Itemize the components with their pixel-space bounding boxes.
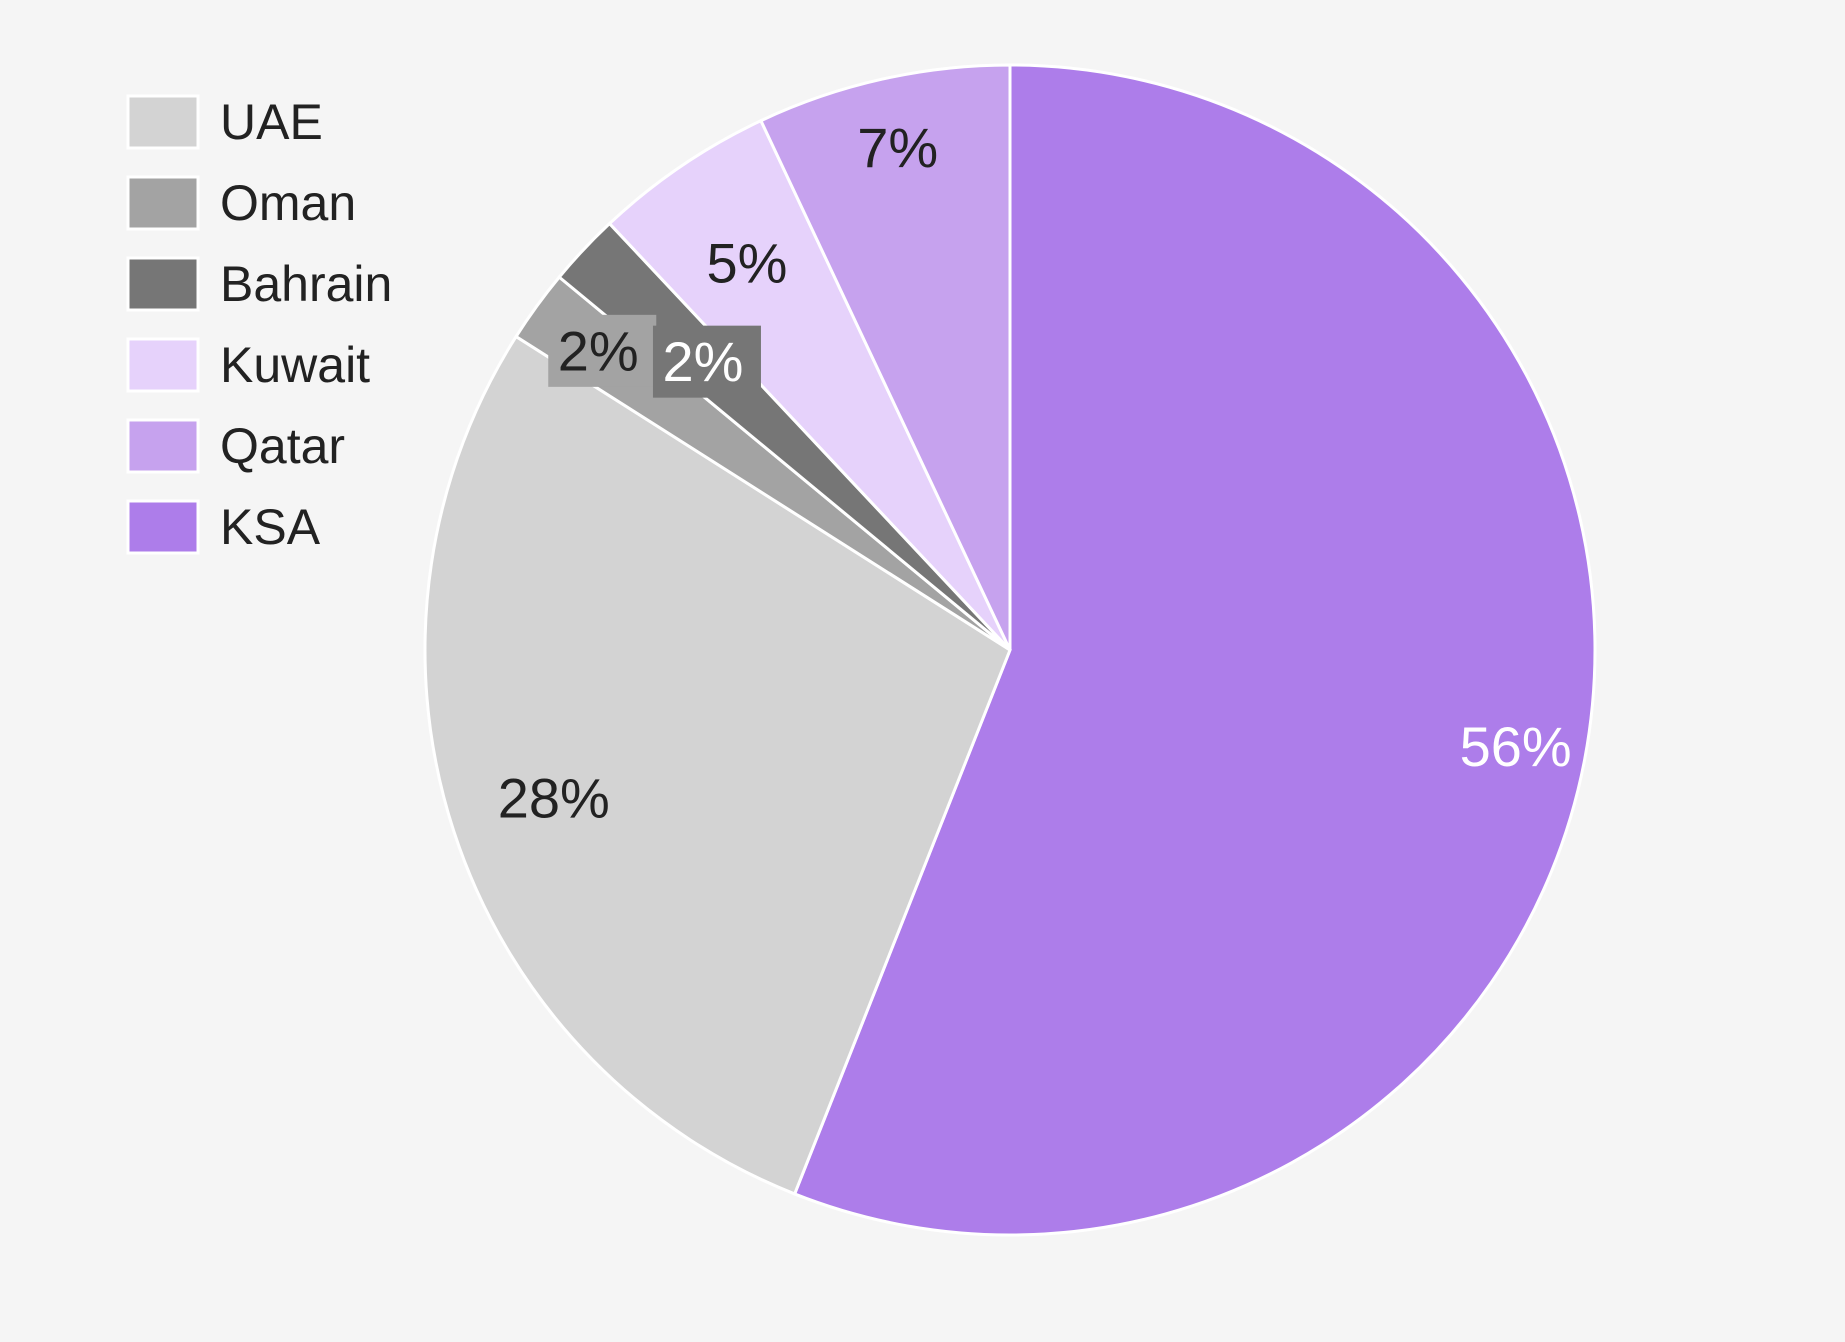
pie-label-box-bahrain <box>652 325 761 398</box>
legend-label-qatar: Qatar <box>220 418 345 474</box>
pie-label-uae: 28% <box>498 767 610 830</box>
legend-swatch-qatar <box>126 418 200 474</box>
pie-label-qatar: 7% <box>857 116 938 179</box>
pie-label-oman: 2% <box>558 319 639 382</box>
legend-swatch-ksa <box>126 499 200 555</box>
legend: UAE Oman Bahrain Kuwait Qatar KSA <box>126 94 392 555</box>
pie-slice-kuwait <box>607 118 1012 652</box>
pie-label-kuwait: 5% <box>706 231 787 294</box>
legend-swatch-oman <box>126 175 200 231</box>
legend-label-ksa: KSA <box>220 499 321 555</box>
legend-swatch-bahrain <box>126 256 200 312</box>
pie-label-bahrain: 2% <box>662 330 743 393</box>
legend-label-uae: UAE <box>220 94 323 150</box>
pie-label-box-oman <box>548 314 657 387</box>
pie-slice-qatar <box>758 63 1012 651</box>
legend-label-bahrain: Bahrain <box>220 256 392 312</box>
pie-slices <box>423 63 1597 1237</box>
legend-label-kuwait: Kuwait <box>220 337 370 393</box>
pie-label-ksa: 56% <box>1460 715 1572 778</box>
pie-slice-uae <box>423 334 1012 1196</box>
pie-slice-labels: 56% 28% 2% 2% 5% 7% <box>498 116 1572 830</box>
legend-swatch-uae <box>126 94 200 150</box>
pie-slice-ksa <box>792 63 1597 1237</box>
legend-label-oman: Oman <box>220 175 356 231</box>
legend-swatch-kuwait <box>126 337 200 393</box>
